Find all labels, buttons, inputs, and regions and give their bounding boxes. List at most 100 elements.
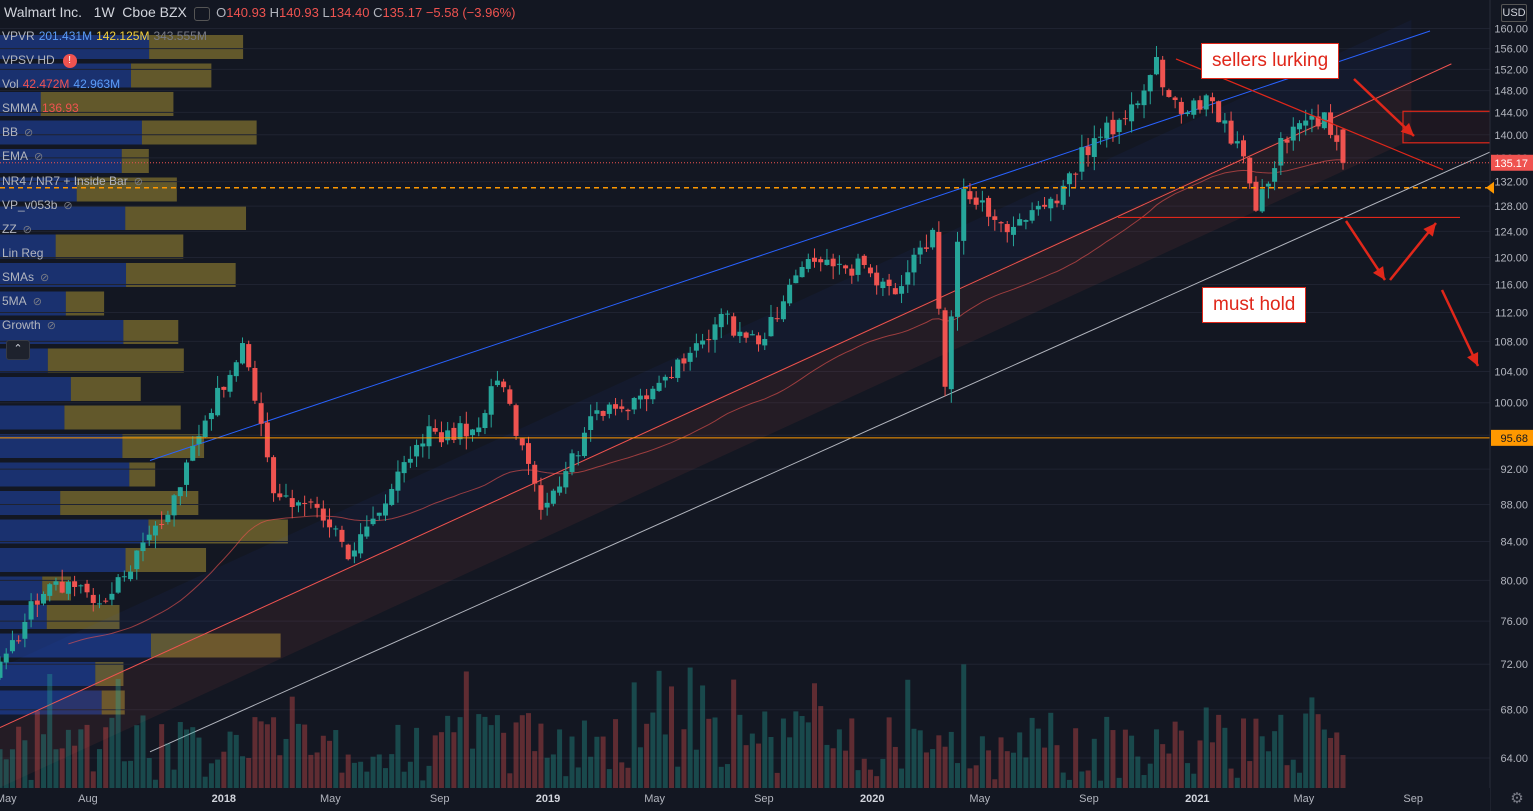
candle-body[interactable]	[252, 367, 258, 401]
candle-body[interactable]	[917, 247, 923, 255]
candle-body[interactable]	[190, 446, 196, 461]
candle-body[interactable]	[1116, 119, 1122, 133]
candle-body[interactable]	[588, 416, 594, 431]
eye-hidden-icon[interactable]: ⊘	[22, 223, 32, 236]
indicator-vpsv-hd[interactable]: VPSV HD!	[2, 52, 207, 76]
candle-body[interactable]	[1054, 200, 1060, 204]
candle-body[interactable]	[426, 426, 432, 447]
candle-body[interactable]	[9, 640, 15, 652]
candle-body[interactable]	[1004, 224, 1010, 233]
candle-body[interactable]	[1178, 101, 1184, 114]
candle-body[interactable]	[805, 259, 811, 269]
candle-body[interactable]	[501, 381, 507, 388]
eye-hidden-icon[interactable]: ⊘	[34, 151, 44, 164]
candle-body[interactable]	[258, 403, 264, 424]
candle-body[interactable]	[613, 404, 619, 409]
candle-body[interactable]	[1023, 220, 1029, 222]
candle-body[interactable]	[532, 464, 538, 484]
currency-label[interactable]: USD	[1501, 4, 1527, 22]
candle-body[interactable]	[737, 331, 743, 337]
candle-body[interactable]	[955, 241, 961, 317]
eye-hidden-icon[interactable]: ⊘	[63, 199, 73, 212]
candle-body[interactable]	[1110, 119, 1116, 135]
candle-body[interactable]	[1222, 120, 1228, 124]
candle-body[interactable]	[264, 422, 270, 458]
candle-body[interactable]	[28, 601, 34, 620]
candle-body[interactable]	[202, 420, 208, 438]
candle-body[interactable]	[911, 254, 917, 273]
candle-body[interactable]	[65, 581, 71, 594]
candle-body[interactable]	[121, 576, 127, 578]
candle-body[interactable]	[861, 255, 867, 266]
candle-body[interactable]	[1203, 95, 1209, 110]
candle-body[interactable]	[1197, 100, 1203, 110]
warning-icon[interactable]: !	[62, 53, 77, 68]
candle-body[interactable]	[1253, 181, 1259, 211]
candle-body[interactable]	[756, 335, 762, 345]
indicator-vol[interactable]: Vol 42.472M 42.963M	[2, 76, 207, 100]
candle-body[interactable]	[463, 423, 469, 437]
candle-body[interactable]	[1259, 189, 1265, 212]
candle-body[interactable]	[246, 344, 252, 368]
candle-body[interactable]	[128, 571, 134, 580]
candle-body[interactable]	[470, 429, 476, 436]
candle-body[interactable]	[1035, 205, 1041, 210]
candle-body[interactable]	[1066, 173, 1072, 185]
eye-hidden-icon[interactable]: ⊘	[46, 320, 56, 333]
eye-hidden-icon[interactable]: ⊘	[133, 175, 143, 188]
candle-body[interactable]	[1265, 183, 1271, 187]
candle-body[interactable]	[998, 222, 1004, 224]
candle-body[interactable]	[165, 514, 171, 523]
candle-body[interactable]	[227, 374, 233, 392]
candle-body[interactable]	[302, 502, 308, 504]
candle-body[interactable]	[656, 382, 662, 391]
indicator-bb[interactable]: BB ⊘	[2, 124, 207, 148]
candle-body[interactable]	[414, 444, 420, 457]
annotation-sellers-lurking[interactable]: sellers lurking	[1201, 43, 1340, 79]
candle-body[interactable]	[327, 519, 333, 528]
candle-body[interactable]	[0, 661, 3, 678]
candle-body[interactable]	[718, 313, 724, 328]
candle-body[interactable]	[874, 272, 880, 286]
candle-body[interactable]	[159, 523, 165, 525]
candle-body[interactable]	[140, 542, 146, 552]
candle-body[interactable]	[1079, 147, 1085, 172]
interval[interactable]: 1W	[93, 4, 115, 20]
candle-body[interactable]	[177, 487, 183, 497]
candle-body[interactable]	[768, 317, 774, 337]
eye-hidden-icon[interactable]: ⊘	[40, 271, 50, 284]
candle-body[interactable]	[563, 471, 569, 488]
candle-body[interactable]	[407, 458, 413, 463]
candle-body[interactable]	[880, 281, 886, 289]
candle-body[interactable]	[886, 279, 892, 286]
candle-body[interactable]	[351, 550, 357, 557]
candle-body[interactable]	[855, 258, 861, 275]
candle-body[interactable]	[208, 412, 214, 420]
symbol-name[interactable]: Walmart Inc.	[4, 4, 83, 20]
candle-body[interactable]	[1029, 210, 1035, 221]
candle-body[interactable]	[78, 585, 84, 587]
candle-body[interactable]	[581, 432, 587, 457]
candle-body[interactable]	[420, 443, 426, 447]
candle-body[interactable]	[115, 577, 121, 593]
candle-body[interactable]	[72, 581, 78, 587]
indicator-nr4-nr7-inside-bar[interactable]: NR4 / NR7 + Inside Bar ⊘	[2, 173, 207, 197]
candle-body[interactable]	[221, 386, 227, 390]
candle-body[interactable]	[979, 200, 985, 203]
candle-body[interactable]	[867, 267, 873, 274]
candle-body[interactable]	[59, 581, 65, 593]
candle-body[interactable]	[146, 534, 152, 541]
candle-body[interactable]	[774, 318, 780, 320]
candle-body[interactable]	[849, 268, 855, 276]
candle-body[interactable]	[1278, 137, 1284, 166]
candle-body[interactable]	[1172, 97, 1178, 101]
candle-body[interactable]	[1296, 123, 1302, 130]
candle-body[interactable]	[637, 395, 643, 400]
indicator-ema[interactable]: EMA ⊘	[2, 148, 207, 172]
candle-body[interactable]	[569, 453, 575, 473]
candle-body[interactable]	[47, 584, 53, 596]
candle-body[interactable]	[1334, 135, 1340, 142]
candle-body[interactable]	[90, 594, 96, 603]
candle-body[interactable]	[239, 343, 245, 364]
